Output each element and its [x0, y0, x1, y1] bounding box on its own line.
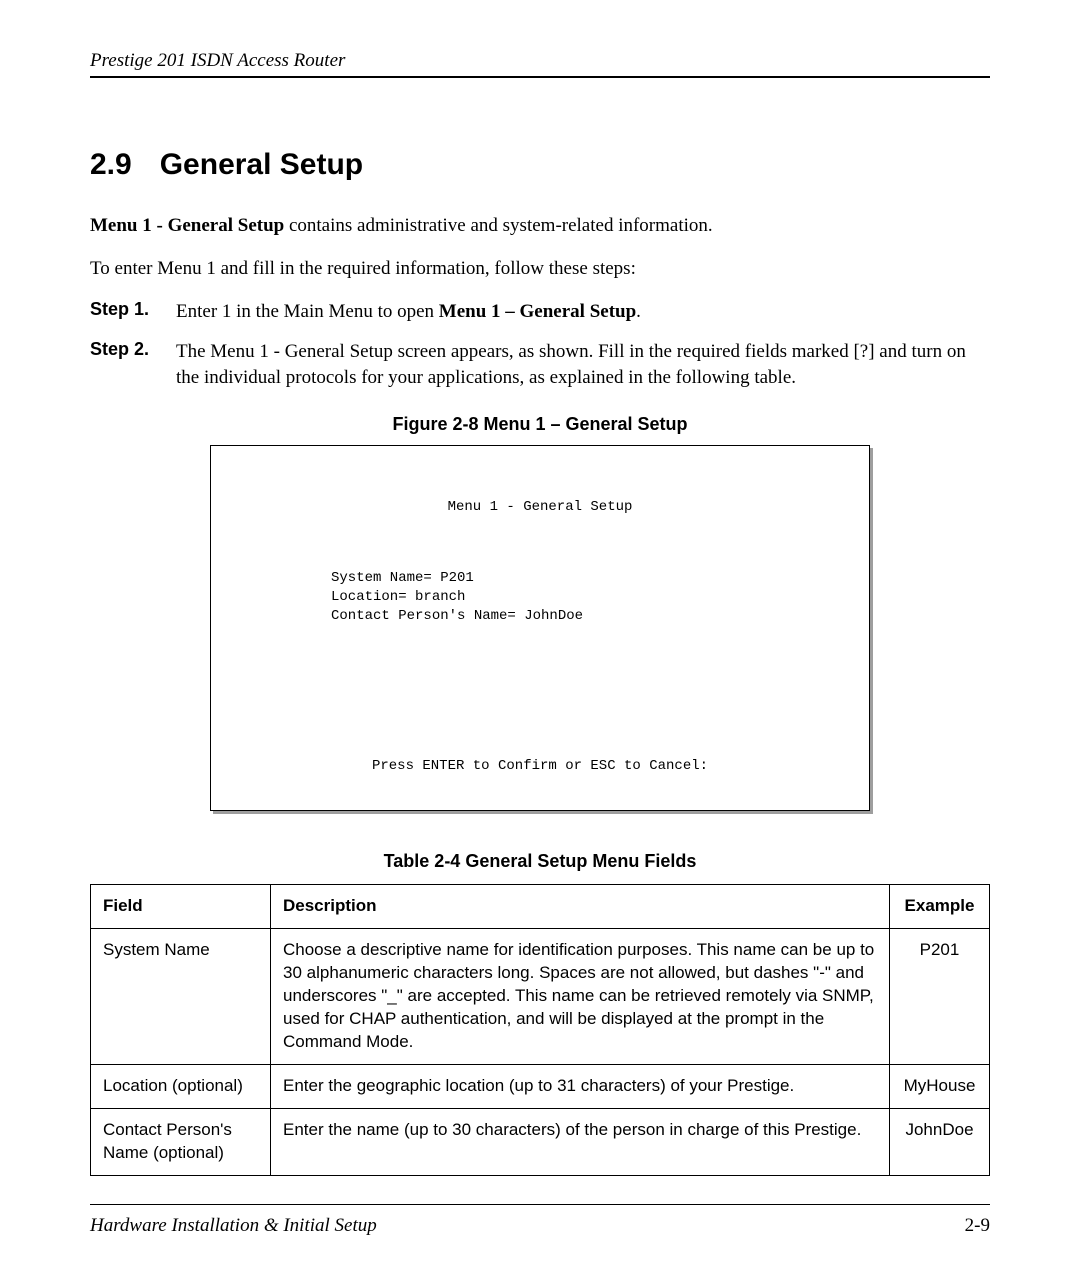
terminal-screenshot: Menu 1 - General Setup System Name= P201… [210, 445, 870, 811]
cell-description: Enter the name (up to 30 characters) of … [271, 1108, 890, 1175]
cell-description: Enter the geographic location (up to 31 … [271, 1064, 890, 1108]
table-header-field: Field [91, 885, 271, 929]
table-caption: Table 2-4 General Setup Menu Fields [90, 851, 990, 872]
footer-left: Hardware Installation & Initial Setup [90, 1215, 377, 1237]
step-label: Step 1. [90, 299, 176, 325]
step-1: Step 1. Enter 1 in the Main Menu to open… [90, 299, 990, 325]
cell-field: Contact Person's Name (optional) [91, 1108, 271, 1175]
cell-example: P201 [890, 929, 990, 1065]
fields-table: Field Description Example System Name Ch… [90, 884, 990, 1175]
step-text: Enter 1 in the Main Menu to open Menu 1 … [176, 299, 990, 325]
cell-field: System Name [91, 929, 271, 1065]
table-header-description: Description [271, 885, 890, 929]
footer-right: 2-9 [965, 1215, 990, 1237]
intro-para-2: To enter Menu 1 and fill in the required… [90, 257, 990, 282]
table-header-example: Example [890, 885, 990, 929]
step-2: Step 2. The Menu 1 - General Setup scree… [90, 339, 990, 390]
step-pre: Enter 1 in the Main Menu to open [176, 301, 439, 322]
step-bold: Menu 1 – General Setup [439, 301, 636, 322]
page-footer: Hardware Installation & Initial Setup 2-… [90, 1204, 990, 1237]
terminal-title: Menu 1 - General Setup [231, 498, 849, 517]
table-header-row: Field Description Example [91, 885, 990, 929]
intro-bold: Menu 1 - General Setup [90, 215, 284, 236]
step-pre: The Menu 1 - General Setup screen appear… [176, 341, 966, 388]
header-title: Prestige 201 ISDN Access Router [90, 50, 345, 71]
step-text: The Menu 1 - General Setup screen appear… [176, 339, 990, 390]
section-number: 2.9 [90, 148, 132, 182]
page-header: Prestige 201 ISDN Access Router [90, 50, 990, 78]
table-row: Contact Person's Name (optional) Enter t… [91, 1108, 990, 1175]
intro-rest: contains administrative and system-relat… [284, 215, 712, 236]
figure-caption: Figure 2-8 Menu 1 – General Setup [90, 414, 990, 435]
section-title-text: General Setup [160, 148, 363, 181]
cell-example: MyHouse [890, 1064, 990, 1108]
section-heading: 2.9 General Setup [90, 148, 990, 182]
table-row: System Name Choose a descriptive name fo… [91, 929, 990, 1065]
step-post: . [636, 301, 641, 322]
terminal-footer: Press ENTER to Confirm or ESC to Cancel: [231, 757, 849, 776]
cell-example: JohnDoe [890, 1108, 990, 1175]
terminal-body: System Name= P201 Location= branch Conta… [231, 569, 849, 699]
step-label: Step 2. [90, 339, 176, 390]
intro-para-1: Menu 1 - General Setup contains administ… [90, 214, 990, 239]
cell-field: Location (optional) [91, 1064, 271, 1108]
cell-description: Choose a descriptive name for identifica… [271, 929, 890, 1065]
table-row: Location (optional) Enter the geographic… [91, 1064, 990, 1108]
